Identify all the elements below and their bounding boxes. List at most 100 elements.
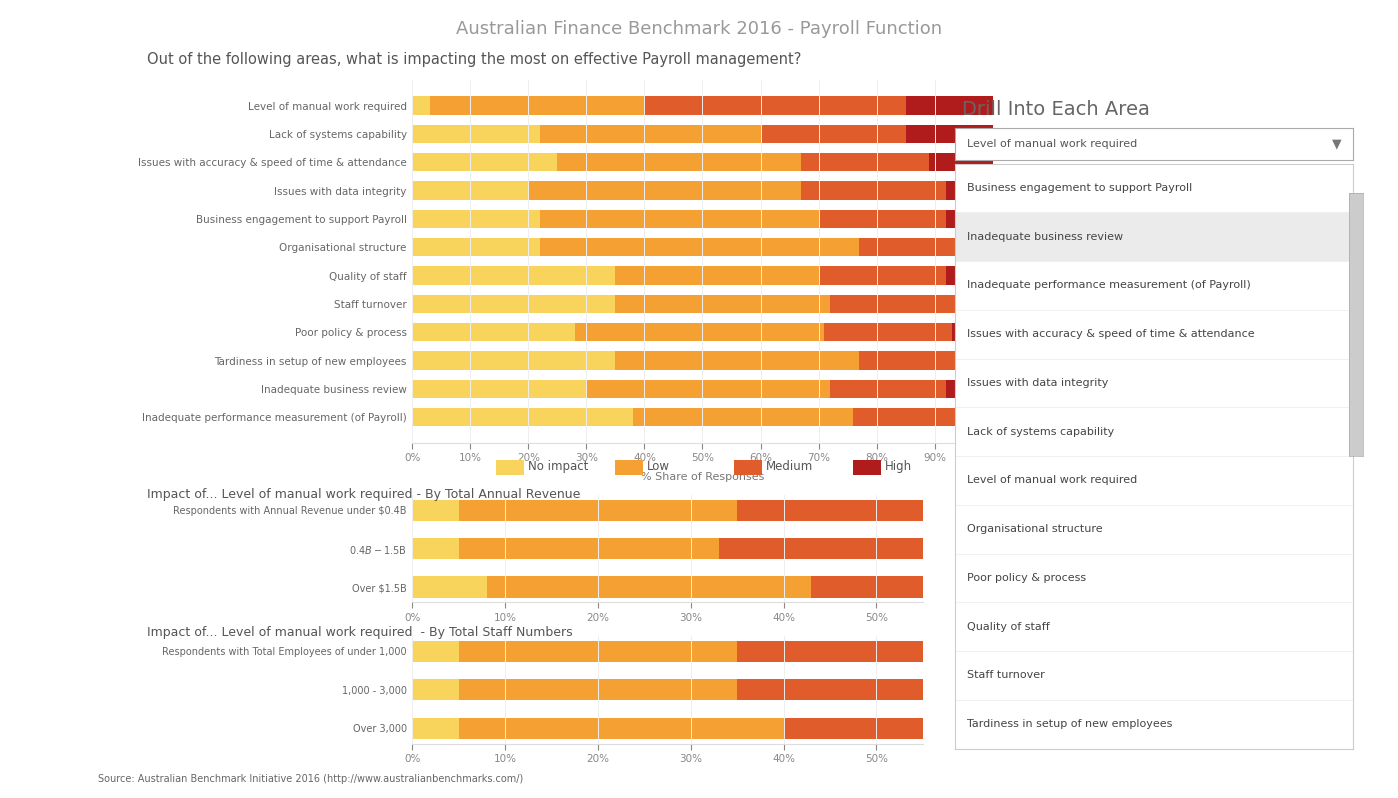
- Bar: [946, 380, 993, 398]
- Bar: [955, 358, 1353, 407]
- Bar: [1089, 679, 1341, 701]
- Bar: [955, 602, 1353, 651]
- Text: Out of the following areas, what is impacting the most on effective Payroll mana: Out of the following areas, what is impa…: [147, 52, 801, 67]
- Bar: [860, 238, 963, 256]
- Bar: [644, 97, 906, 115]
- Bar: [955, 456, 1353, 505]
- Bar: [801, 153, 928, 172]
- Bar: [830, 380, 946, 398]
- Bar: [459, 538, 719, 559]
- Bar: [412, 408, 633, 426]
- Bar: [412, 153, 558, 172]
- Bar: [719, 538, 1071, 559]
- Text: Impact of... Level of manual work required - By Total Annual Revenue: Impact of... Level of manual work requir…: [147, 488, 580, 501]
- Bar: [906, 124, 993, 143]
- Bar: [459, 679, 737, 701]
- Bar: [558, 153, 801, 172]
- Bar: [587, 380, 830, 398]
- Text: Source: Australian Benchmark Initiative 2016 (http://www.australianbenchmarks.co: Source: Australian Benchmark Initiative …: [98, 773, 523, 784]
- Bar: [783, 717, 1201, 739]
- Bar: [412, 576, 487, 598]
- Bar: [412, 238, 540, 256]
- Text: Medium: Medium: [766, 460, 814, 473]
- Bar: [1071, 538, 1341, 559]
- Bar: [955, 212, 1353, 261]
- Bar: [412, 380, 587, 398]
- Bar: [1201, 717, 1341, 739]
- Bar: [825, 323, 952, 342]
- Bar: [412, 679, 459, 701]
- Bar: [955, 554, 1353, 602]
- Bar: [963, 238, 993, 256]
- Bar: [955, 261, 1353, 310]
- Bar: [615, 267, 818, 285]
- Bar: [946, 181, 993, 200]
- Bar: [811, 576, 1201, 598]
- Text: Quality of staff: Quality of staff: [967, 622, 1050, 632]
- Bar: [737, 641, 1127, 662]
- Text: Tardiness in setup of new employees: Tardiness in setup of new employees: [967, 719, 1172, 729]
- Bar: [958, 408, 993, 426]
- Bar: [540, 124, 761, 143]
- Bar: [1127, 500, 1341, 521]
- Bar: [540, 238, 860, 256]
- Bar: [412, 97, 429, 115]
- Text: No impact: No impact: [528, 460, 589, 473]
- Bar: [955, 700, 1353, 749]
- Text: Australian Finance Benchmark 2016 - Payroll Function: Australian Finance Benchmark 2016 - Payr…: [456, 20, 942, 38]
- Bar: [459, 500, 737, 521]
- Text: Low: Low: [647, 460, 670, 473]
- Text: Drill Into Each Area: Drill Into Each Area: [962, 100, 1149, 119]
- Bar: [429, 97, 644, 115]
- Bar: [615, 294, 830, 313]
- Bar: [946, 210, 993, 228]
- Bar: [928, 153, 993, 172]
- Bar: [830, 294, 958, 313]
- Bar: [412, 717, 459, 739]
- Bar: [801, 181, 946, 200]
- Bar: [459, 641, 737, 662]
- Bar: [958, 294, 993, 313]
- Bar: [819, 210, 946, 228]
- Bar: [412, 538, 459, 559]
- X-axis label: % Share of Responses: % Share of Responses: [640, 472, 765, 482]
- Bar: [412, 500, 459, 521]
- Bar: [952, 323, 993, 342]
- Text: Inadequate performance measurement (of Payroll): Inadequate performance measurement (of P…: [967, 280, 1251, 290]
- Bar: [860, 351, 963, 369]
- Bar: [528, 181, 801, 200]
- Bar: [1127, 641, 1341, 662]
- Bar: [412, 124, 540, 143]
- Bar: [819, 267, 946, 285]
- Text: Issues with data integrity: Issues with data integrity: [967, 378, 1109, 388]
- Text: Level of manual work required: Level of manual work required: [967, 139, 1137, 148]
- Text: Issues with accuracy & speed of time & attendance: Issues with accuracy & speed of time & a…: [967, 330, 1254, 339]
- Bar: [633, 408, 853, 426]
- Text: Level of manual work required: Level of manual work required: [967, 476, 1137, 485]
- Text: Impact of... Level of manual work required  - By Total Staff Numbers: Impact of... Level of manual work requir…: [147, 626, 572, 639]
- Text: Inadequate business review: Inadequate business review: [967, 231, 1123, 242]
- Bar: [412, 267, 615, 285]
- Bar: [615, 351, 860, 369]
- Bar: [540, 210, 818, 228]
- Bar: [737, 679, 1089, 701]
- Bar: [412, 351, 615, 369]
- Bar: [1201, 576, 1341, 598]
- Bar: [412, 210, 540, 228]
- Bar: [946, 267, 993, 285]
- Bar: [906, 97, 993, 115]
- Bar: [487, 576, 811, 598]
- Bar: [955, 407, 1353, 456]
- Text: ▼: ▼: [1332, 137, 1341, 150]
- Text: Poor policy & process: Poor policy & process: [967, 573, 1086, 583]
- Bar: [412, 323, 575, 342]
- Bar: [412, 294, 615, 313]
- Bar: [459, 717, 783, 739]
- Bar: [955, 164, 1353, 212]
- Bar: [955, 505, 1353, 554]
- Bar: [955, 651, 1353, 700]
- Text: Lack of systems capability: Lack of systems capability: [967, 427, 1114, 437]
- Text: Organisational structure: Organisational structure: [967, 524, 1103, 534]
- Bar: [412, 641, 459, 662]
- Bar: [761, 124, 906, 143]
